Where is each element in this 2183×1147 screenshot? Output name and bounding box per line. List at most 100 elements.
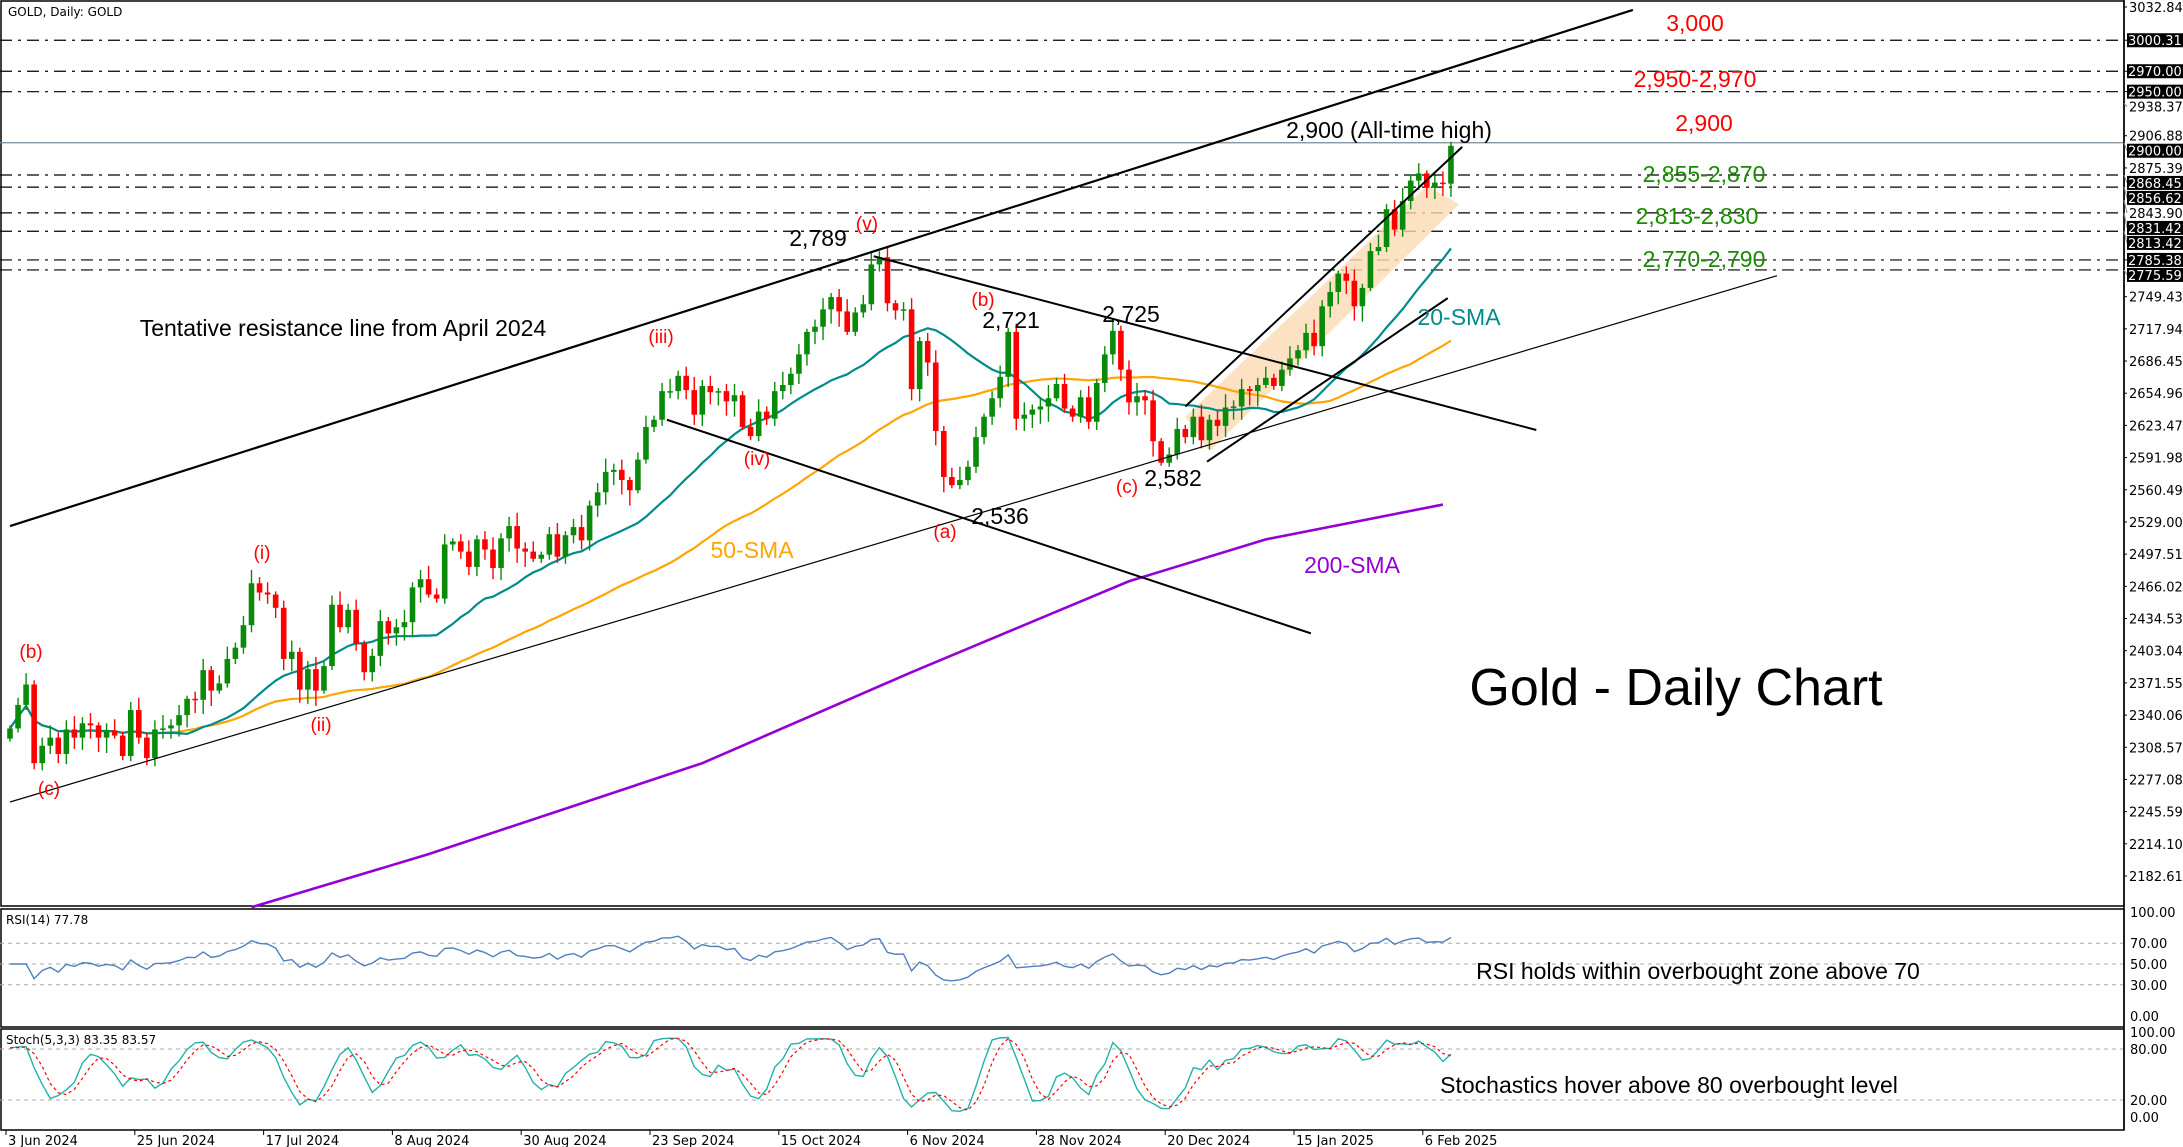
trendlines — [9, 8, 1778, 803]
bullish-candle — [1110, 330, 1116, 355]
bullish-candle — [1399, 201, 1406, 230]
level-axis-label: 2831.42 — [2128, 222, 2182, 237]
level-axis-label: 3000.31 — [2128, 34, 2182, 49]
bearish-candle — [361, 643, 367, 673]
bullish-candle — [562, 535, 569, 557]
bearish-candle — [1013, 331, 1020, 419]
bullish-candle — [1319, 306, 1325, 347]
bearish-candle — [844, 311, 850, 332]
price-tick-label: 2214.10 — [2129, 838, 2183, 853]
price-label-2582: 2,582 — [1144, 465, 1202, 491]
bullish-candle — [538, 554, 545, 559]
bullish-candle — [1029, 409, 1036, 415]
level-axis-label: 2900.00 — [2128, 145, 2182, 160]
bearish-candle — [1150, 400, 1156, 442]
bearish-candle — [144, 737, 150, 759]
bullish-candle — [820, 309, 826, 327]
bearish-candle — [71, 729, 78, 738]
stoch-note: Stochastics hover above 80 overbought le… — [1440, 1072, 1898, 1098]
bearish-candle — [272, 594, 279, 608]
bearish-candle — [530, 551, 537, 559]
level-axis-box — [2127, 33, 2183, 48]
level-axis-label: 2856.62 — [2128, 192, 2182, 207]
bearish-candle — [627, 480, 633, 491]
bearish-candle — [1158, 441, 1164, 463]
bullish-candle — [852, 312, 859, 332]
level-label-2950-2970: 2,950-2,970 — [1634, 66, 1757, 92]
bullish-candle — [651, 419, 657, 427]
bullish-candle — [570, 527, 577, 536]
bullish-candle — [1005, 331, 1011, 377]
bearish-candle — [136, 710, 142, 738]
bullish-candle — [788, 373, 794, 386]
price-tick-label: 2560.49 — [2129, 484, 2183, 499]
price-tick-label: 2497.51 — [2129, 548, 2183, 563]
price-label-2536: 2,536 — [971, 503, 1029, 529]
bearish-candle — [836, 297, 842, 312]
bullish-candle — [305, 669, 311, 690]
bearish-candle — [691, 390, 698, 415]
bullish-candle — [1093, 382, 1100, 422]
bullish-candle — [973, 437, 979, 467]
chart-title: Gold - Daily Chart — [1469, 659, 1883, 717]
bullish-candle — [1254, 385, 1261, 392]
bullish-candle — [1375, 247, 1382, 252]
bullish-candle — [989, 398, 995, 417]
bearish-candle — [747, 426, 754, 437]
bullish-candle — [377, 621, 384, 656]
date-tick-label: 25 Jun 2024 — [137, 1134, 215, 1147]
date-tick-label: 8 Aug 2024 — [394, 1134, 469, 1147]
bearish-candle — [55, 737, 62, 754]
resistance-note: Tentative resistance line from April 202… — [140, 315, 547, 341]
wave-label-iv: (iv) — [744, 449, 770, 470]
bullish-candle — [868, 264, 875, 305]
level-label-2900: 2,900 — [1675, 110, 1733, 136]
bearish-candle — [949, 476, 955, 486]
bullish-candle — [160, 728, 166, 730]
level-axis-box — [2127, 64, 2183, 79]
bullish-candle — [345, 609, 351, 628]
price-tick-label: 2308.57 — [2129, 741, 2183, 756]
bearish-candle — [1182, 428, 1189, 438]
all-time-high-label: 2,900 (All-time high) — [1286, 117, 1492, 143]
wave-label-v: (v) — [856, 214, 878, 235]
date-tick-label: 17 Jul 2024 — [266, 1134, 340, 1147]
price-tick-label: 2277.08 — [2129, 773, 2183, 788]
bullish-candle — [1279, 369, 1285, 387]
bullish-candle — [498, 538, 504, 568]
price-label-2725: 2,725 — [1102, 301, 1160, 327]
descending-channel-lower — [666, 418, 1312, 635]
bullish-candle — [876, 257, 883, 265]
bearish-candle — [337, 604, 343, 628]
bearish-candle — [87, 723, 94, 726]
bullish-candle — [103, 730, 110, 738]
stoch-tick-label: 0.00 — [2130, 1111, 2159, 1126]
level-axis-tick — [2123, 142, 2128, 151]
wave-label-c2: (c) — [1116, 477, 1138, 498]
bullish-candle — [900, 309, 907, 311]
sma20-line — [9, 247, 1452, 736]
bearish-candle — [707, 386, 714, 393]
bullish-candle — [635, 459, 641, 491]
wave-label-b: (b) — [19, 642, 42, 663]
bearish-candle — [554, 534, 561, 557]
bullish-candle — [224, 658, 231, 684]
bullish-candle — [965, 466, 971, 481]
level-axis-label: 2868.45 — [2128, 177, 2182, 192]
sma200-line — [251, 503, 1444, 909]
moving-averages — [9, 247, 1452, 909]
bearish-candle — [941, 430, 947, 477]
wave-label-iii: (iii) — [648, 327, 673, 348]
price-tick-label: 2403.04 — [2129, 645, 2183, 660]
sma50-label: 50-SMA — [710, 537, 794, 563]
bullish-candle — [1190, 416, 1197, 438]
price-tick-label: 2466.02 — [2129, 580, 2183, 595]
bullish-candle — [176, 715, 182, 726]
bearish-candle — [1311, 332, 1317, 347]
bearish-candle — [578, 527, 585, 541]
bullish-candle — [828, 297, 834, 310]
bearish-candle — [908, 309, 915, 390]
bullish-candle — [417, 579, 424, 588]
bullish-candle — [7, 728, 13, 739]
bearish-candle — [458, 541, 464, 552]
